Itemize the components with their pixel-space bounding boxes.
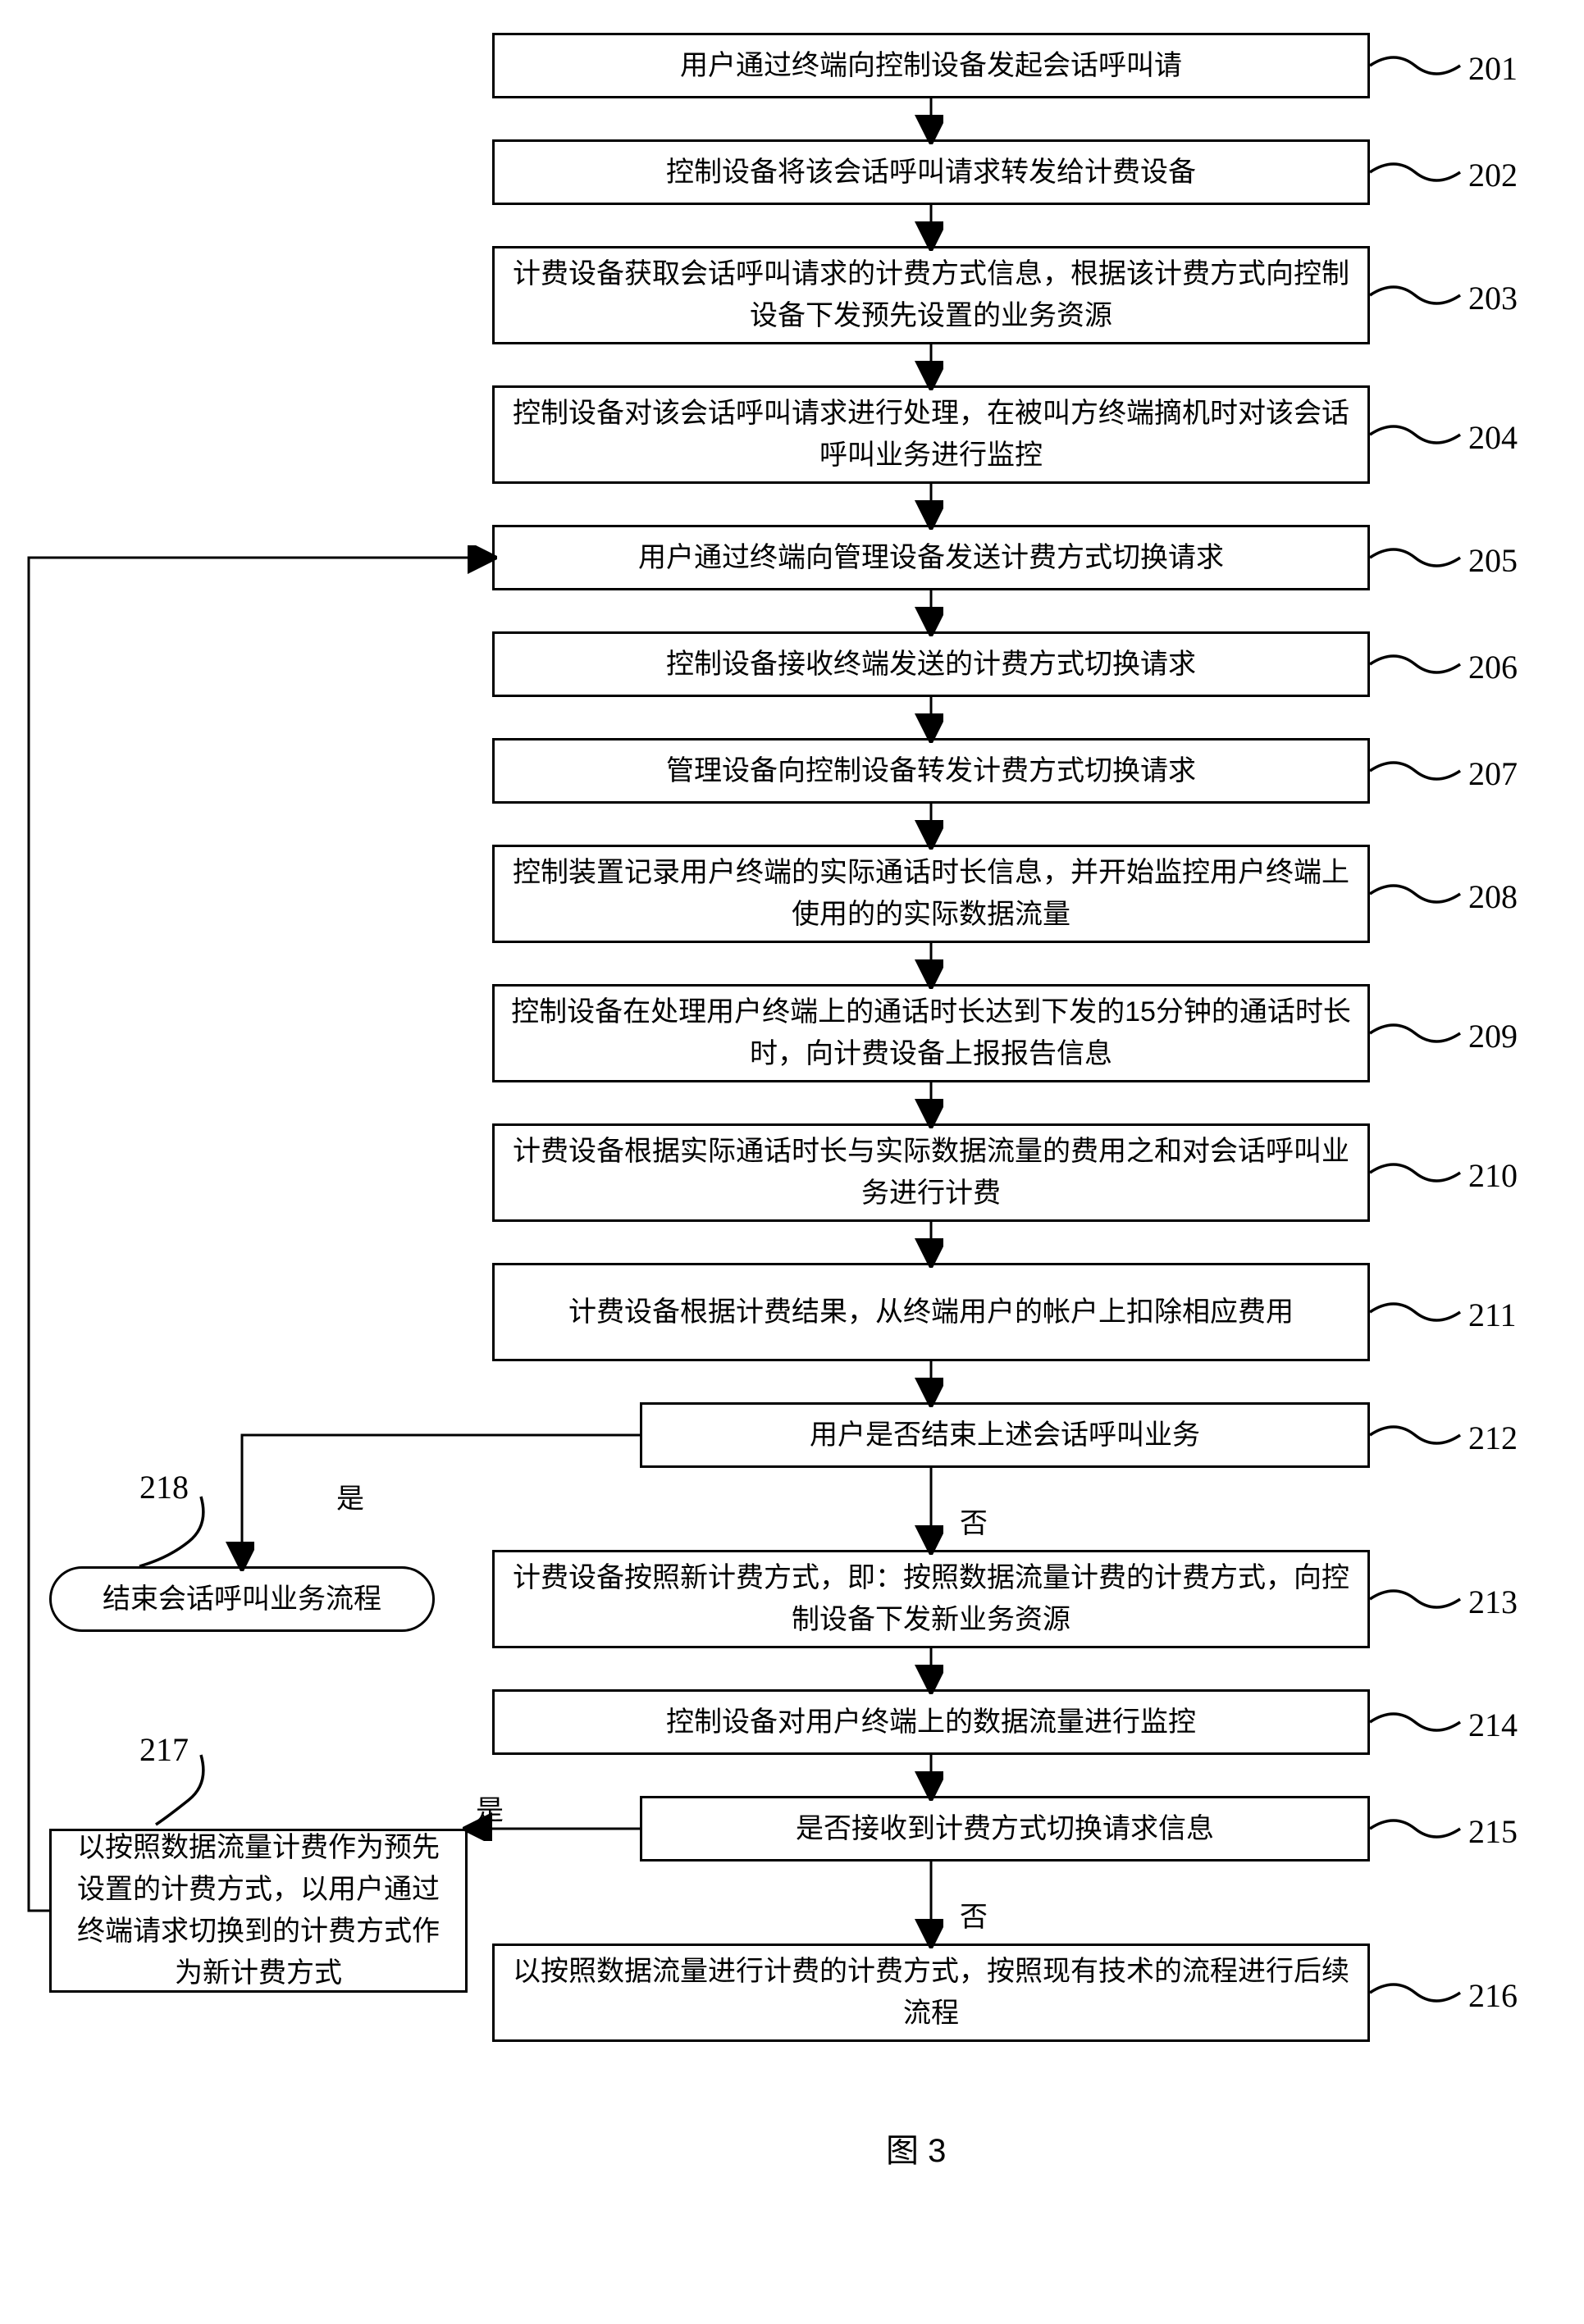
step-num-210: 210: [1468, 1156, 1518, 1195]
node-208: 控制装置记录用户终端的实际通话时长信息，并开始监控用户终端上使用的的实际数据流量: [492, 845, 1370, 943]
node-206: 控制设备接收终端发送的计费方式切换请求: [492, 631, 1370, 697]
node-218: 结束会话呼叫业务流程: [49, 1566, 435, 1632]
edge-label-yes-212: 是: [336, 1476, 364, 1516]
node-211: 计费设备根据计费结果，从终端用户的帐户上扣除相应费用: [492, 1263, 1370, 1361]
step-num-208: 208: [1468, 877, 1518, 916]
node-216: 以按照数据流量进行计费的计费方式，按照现有技术的流程进行后续流程: [492, 1944, 1370, 2042]
node-text: 控制设备对用户终端上的数据流量进行监控: [666, 1702, 1196, 1743]
node-215: 是否接收到计费方式切换请求信息: [640, 1796, 1370, 1861]
node-217: 以按照数据流量计费作为预先设置的计费方式，以用户通过终端请求切换到的计费方式作为…: [49, 1829, 468, 1993]
step-num-212: 212: [1468, 1419, 1518, 1457]
step-num-204: 204: [1468, 418, 1518, 457]
node-202: 控制设备将该会话呼叫请求转发给计费设备: [492, 139, 1370, 205]
node-207: 管理设备向控制设备转发计费方式切换请求: [492, 738, 1370, 804]
step-num-211: 211: [1468, 1296, 1517, 1334]
step-num-217: 217: [139, 1730, 189, 1769]
node-text: 用户是否结束上述会话呼叫业务: [810, 1415, 1200, 1456]
node-text: 结束会话呼叫业务流程: [103, 1579, 381, 1620]
node-text: 计费设备按照新计费方式，即：按照数据流量计费的计费方式，向控制设备下发新业务资源: [508, 1557, 1354, 1641]
node-205: 用户通过终端向管理设备发送计费方式切换请求: [492, 525, 1370, 590]
node-209: 控制设备在处理用户终端上的通话时长达到下发的15分钟的通话时长时，向计费设备上报…: [492, 984, 1370, 1082]
node-text: 控制装置记录用户终端的实际通话时长信息，并开始监控用户终端上使用的的实际数据流量: [508, 852, 1354, 936]
node-text: 控制设备将该会话呼叫请求转发给计费设备: [666, 152, 1196, 194]
node-text: 计费设备获取会话呼叫请求的计费方式信息，根据该计费方式向控制设备下发预先设置的业…: [508, 253, 1354, 337]
node-text: 以按照数据流量进行计费的计费方式，按照现有技术的流程进行后续流程: [508, 1951, 1354, 2035]
node-text: 控制设备对该会话呼叫请求进行处理，在被叫方终端摘机时对该会话呼叫业务进行监控: [508, 393, 1354, 476]
step-num-205: 205: [1468, 541, 1518, 580]
step-num-215: 215: [1468, 1812, 1518, 1851]
step-num-202: 202: [1468, 156, 1518, 194]
step-num-201: 201: [1468, 49, 1518, 88]
node-text: 控制设备接收终端发送的计费方式切换请求: [666, 644, 1196, 686]
edge-label-no-215: 否: [960, 1894, 988, 1934]
node-201: 用户通过终端向控制设备发起会话呼叫请: [492, 33, 1370, 98]
flowchart-diagram: 用户通过终端向控制设备发起会话呼叫请 控制设备将该会话呼叫请求转发给计费设备 计…: [16, 25, 1567, 2280]
node-text: 用户通过终端向控制设备发起会话呼叫请: [680, 45, 1182, 87]
node-text: 以按照数据流量计费作为预先设置的计费方式，以用户通过终端请求切换到的计费方式作为…: [65, 1827, 452, 1994]
step-num-209: 209: [1468, 1017, 1518, 1055]
node-text: 计费设备根据计费结果，从终端用户的帐户上扣除相应费用: [568, 1292, 1294, 1333]
step-num-214: 214: [1468, 1706, 1518, 1744]
edge-label-no-212: 否: [960, 1501, 988, 1541]
node-text: 控制设备在处理用户终端上的通话时长达到下发的15分钟的通话时长时，向计费设备上报…: [508, 991, 1354, 1075]
node-text: 计费设备根据实际通话时长与实际数据流量的费用之和对会话呼叫业务进行计费: [508, 1131, 1354, 1214]
figure-caption: 图 3: [886, 2124, 946, 2171]
edge-label-yes-215: 是: [476, 1788, 504, 1828]
node-210: 计费设备根据实际通话时长与实际数据流量的费用之和对会话呼叫业务进行计费: [492, 1123, 1370, 1222]
node-text: 用户通过终端向管理设备发送计费方式切换请求: [638, 537, 1224, 579]
node-212: 用户是否结束上述会话呼叫业务: [640, 1402, 1370, 1468]
node-203: 计费设备获取会话呼叫请求的计费方式信息，根据该计费方式向控制设备下发预先设置的业…: [492, 246, 1370, 344]
step-num-213: 213: [1468, 1583, 1518, 1621]
step-num-216: 216: [1468, 1976, 1518, 2015]
node-text: 是否接收到计费方式切换请求信息: [796, 1808, 1214, 1850]
step-num-218: 218: [139, 1468, 189, 1506]
node-213: 计费设备按照新计费方式，即：按照数据流量计费的计费方式，向控制设备下发新业务资源: [492, 1550, 1370, 1648]
step-num-206: 206: [1468, 648, 1518, 686]
node-214: 控制设备对用户终端上的数据流量进行监控: [492, 1689, 1370, 1755]
node-204: 控制设备对该会话呼叫请求进行处理，在被叫方终端摘机时对该会话呼叫业务进行监控: [492, 385, 1370, 484]
step-num-207: 207: [1468, 754, 1518, 793]
step-num-203: 203: [1468, 279, 1518, 317]
node-text: 管理设备向控制设备转发计费方式切换请求: [666, 750, 1196, 792]
